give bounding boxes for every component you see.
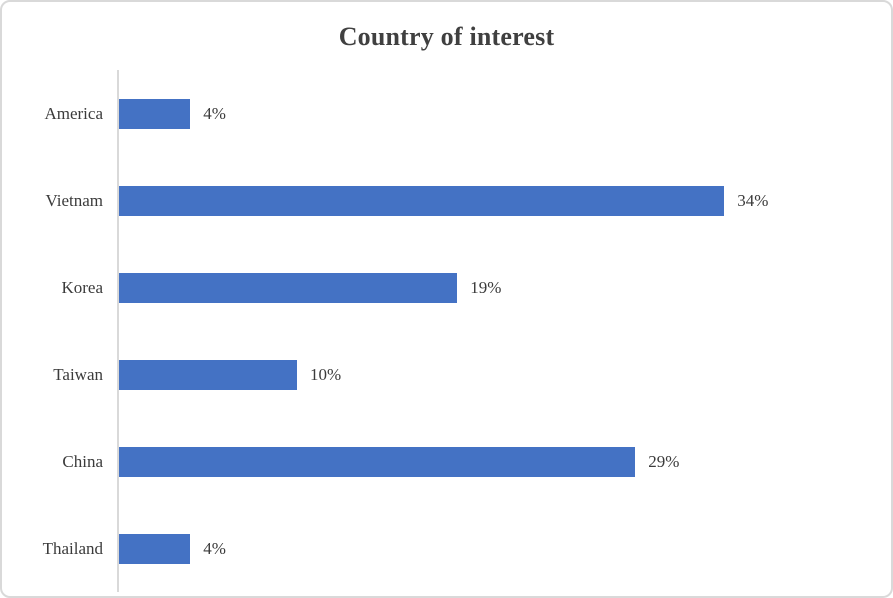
chart-title: Country of interest bbox=[338, 22, 555, 51]
category-label: Korea bbox=[61, 277, 103, 297]
plot-area: America 4% Vietnam 34% Korea 19% Taiwan 10% Chin… bbox=[2, 70, 891, 592]
bar-row: Korea 19% bbox=[2, 244, 891, 331]
category-label: Vietnam bbox=[45, 190, 103, 210]
bar-row: Taiwan 10% bbox=[2, 331, 891, 418]
bar bbox=[119, 359, 297, 390]
bar bbox=[119, 98, 191, 129]
bar bbox=[119, 185, 725, 216]
value-label: 4% bbox=[203, 538, 226, 558]
bar-track: 19% bbox=[117, 244, 891, 331]
bar-track: 4% bbox=[117, 505, 891, 592]
value-label: 29% bbox=[648, 451, 680, 471]
category-label: Taiwan bbox=[53, 364, 103, 384]
value-label: 34% bbox=[737, 190, 769, 210]
bar bbox=[119, 272, 458, 303]
value-label: 4% bbox=[203, 103, 226, 123]
category-label: America bbox=[44, 103, 103, 123]
bar-row: Thailand 4% bbox=[2, 505, 891, 592]
bar-row: America 4% bbox=[2, 70, 891, 157]
bar-track: 10% bbox=[117, 331, 891, 418]
bar bbox=[119, 446, 636, 477]
bar-track: 34% bbox=[117, 157, 891, 244]
value-label: 19% bbox=[470, 277, 502, 297]
category-label: China bbox=[62, 451, 103, 471]
bar-row: Vietnam 34% bbox=[2, 157, 891, 244]
value-label: 10% bbox=[310, 364, 342, 384]
bar bbox=[119, 533, 191, 564]
bar-row: China 29% bbox=[2, 418, 891, 505]
bar-track: 29% bbox=[117, 418, 891, 505]
bar-track: 4% bbox=[117, 70, 891, 157]
category-label: Thailand bbox=[42, 538, 103, 558]
